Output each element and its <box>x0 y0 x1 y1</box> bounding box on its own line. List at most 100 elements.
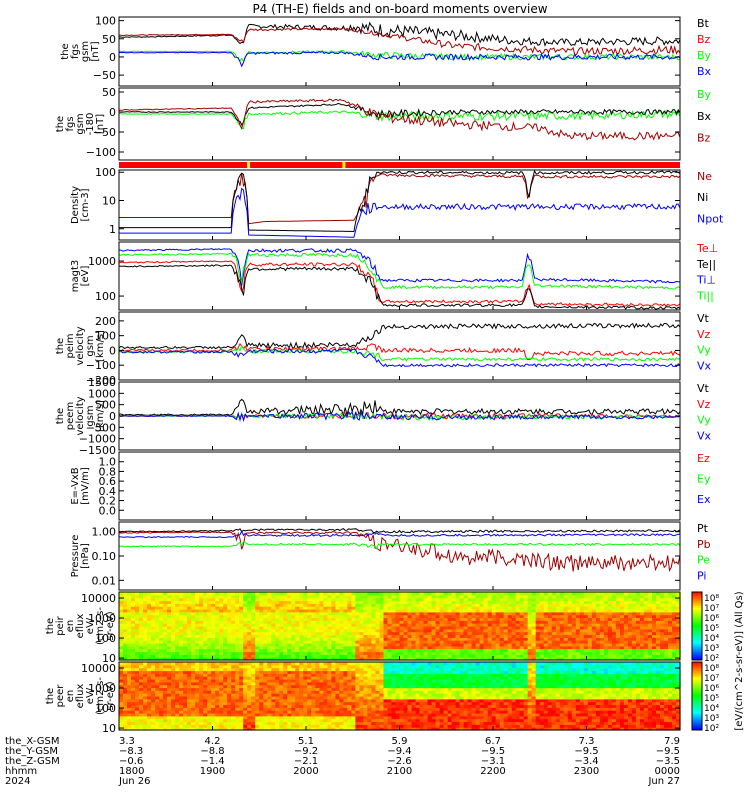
heatmap-cell <box>243 623 248 626</box>
heatmap-cell <box>388 598 393 601</box>
y-tick-label: 100 <box>95 290 116 303</box>
heatmap-cell <box>508 598 513 601</box>
heatmap-cell <box>416 592 421 595</box>
heatmap-cell <box>380 640 385 643</box>
heatmap-cell <box>143 719 148 722</box>
heatmap-cell <box>287 615 292 618</box>
heatmap-cell <box>548 623 553 626</box>
heatmap-cell <box>440 623 445 626</box>
heatmap-cell <box>608 598 613 601</box>
heatmap-cell <box>436 606 441 609</box>
heatmap-cell <box>315 719 320 722</box>
heatmap-cell <box>231 662 236 665</box>
heatmap-cell <box>267 710 272 713</box>
heatmap-cell <box>163 719 168 722</box>
heatmap-cell <box>307 719 312 722</box>
heatmap-cell <box>307 668 312 671</box>
heatmap-cell <box>251 592 256 595</box>
heatmap-cell <box>147 606 152 609</box>
heatmap-cell <box>424 632 429 635</box>
heatmap-cell <box>628 615 633 618</box>
heatmap-cell <box>355 615 360 618</box>
heatmap-cell <box>243 693 248 696</box>
heatmap-cell <box>139 598 144 601</box>
heatmap-cell <box>219 632 224 635</box>
heatmap-cell <box>183 632 188 635</box>
heatmap-cell <box>528 632 533 635</box>
heatmap-cell <box>271 685 276 688</box>
heatmap-cell <box>267 668 272 671</box>
heatmap-cell <box>420 632 425 635</box>
heatmap-cell <box>400 606 405 609</box>
heatmap-cell <box>295 598 300 601</box>
legend-Bx: Bx <box>697 110 712 123</box>
heatmap-cell <box>155 615 160 618</box>
heatmap-cell <box>303 640 308 643</box>
heatmap-cell <box>243 632 248 635</box>
heatmap-cell <box>500 649 505 652</box>
heatmap-cell <box>568 640 573 643</box>
heatmap-cell <box>564 592 569 595</box>
heatmap-cell <box>572 649 577 652</box>
heatmap-cell <box>436 640 441 643</box>
heatmap-cell <box>339 693 344 696</box>
heatmap-cell <box>584 606 589 609</box>
y-axis-label-line: [cm-3] <box>80 188 91 221</box>
heatmap-cell <box>203 592 208 595</box>
heatmap-cell <box>512 598 517 601</box>
heatmap-cell <box>191 632 196 635</box>
heatmap-cell <box>171 606 176 609</box>
heatmap-cell <box>159 710 164 713</box>
heatmap-cell <box>488 649 493 652</box>
heatmap-cell <box>496 623 501 626</box>
legend-Pe: Pe <box>697 554 710 567</box>
heatmap-cell <box>175 719 180 722</box>
heatmap-cell <box>580 615 585 618</box>
heatmap-cell <box>183 606 188 609</box>
heatmap-cell <box>500 592 505 595</box>
heatmap-cell <box>504 632 509 635</box>
heatmap-cell <box>303 662 308 665</box>
heatmap-cell <box>139 719 144 722</box>
heatmap-cell <box>380 623 385 626</box>
heatmap-cell <box>416 632 421 635</box>
heatmap-cell <box>323 693 328 696</box>
heatmap-cell <box>508 649 513 652</box>
heatmap-cell <box>211 632 216 635</box>
heatmap-cell <box>460 598 465 601</box>
heatmap-cell <box>448 649 453 652</box>
heatmap-cell <box>199 649 204 652</box>
heatmap-cell <box>520 615 525 618</box>
heatmap-cell <box>247 598 252 601</box>
heatmap-cell <box>299 632 304 635</box>
heatmap-cell <box>388 640 393 643</box>
heatmap-cell <box>528 606 533 609</box>
heatmap-cell <box>143 702 148 705</box>
heatmap-cell <box>135 649 140 652</box>
heatmap-cell <box>564 623 569 626</box>
heatmap-cell <box>275 662 280 665</box>
heatmap-cell <box>331 685 336 688</box>
heatmap-cell <box>512 623 517 626</box>
heatmap-cell <box>203 668 208 671</box>
heatmap-cell <box>608 640 613 643</box>
series-Ne <box>119 173 680 224</box>
heatmap-cell <box>644 649 649 652</box>
heatmap-cell <box>331 598 336 601</box>
heatmap-cell <box>207 623 212 626</box>
heatmap-cell <box>624 598 629 601</box>
heatmap-cell <box>187 640 192 643</box>
heatmap-cell <box>456 606 461 609</box>
heatmap-cell <box>468 623 473 626</box>
heatmap-cell <box>444 592 449 595</box>
heatmap-cell <box>195 606 200 609</box>
heatmap-cell <box>203 676 208 679</box>
heatmap-cell <box>576 623 581 626</box>
heatmap-cell <box>151 649 156 652</box>
heatmap-cell <box>183 668 188 671</box>
y-axis-label-line: [km/s] <box>95 400 106 432</box>
heatmap-cell <box>540 598 545 601</box>
heatmap-cell <box>127 676 132 679</box>
heatmap-cell <box>436 592 441 595</box>
